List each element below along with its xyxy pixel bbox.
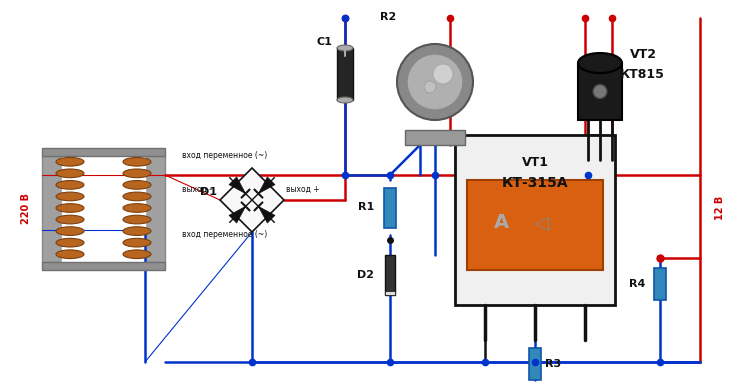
Ellipse shape bbox=[123, 181, 151, 189]
Polygon shape bbox=[259, 177, 275, 193]
Ellipse shape bbox=[56, 169, 84, 178]
Text: 220 B: 220 B bbox=[21, 193, 31, 223]
Bar bbox=[385, 255, 395, 295]
Ellipse shape bbox=[337, 97, 353, 103]
Text: R2: R2 bbox=[380, 12, 396, 22]
Bar bbox=[145, 156, 165, 262]
Bar bbox=[384, 188, 396, 227]
Text: A: A bbox=[493, 213, 509, 232]
Ellipse shape bbox=[56, 215, 84, 224]
Text: вход переменное (~): вход переменное (~) bbox=[182, 230, 268, 239]
Circle shape bbox=[397, 44, 473, 120]
Ellipse shape bbox=[56, 192, 84, 201]
Circle shape bbox=[433, 64, 453, 84]
Bar bbox=[62, 156, 145, 262]
Polygon shape bbox=[220, 168, 284, 232]
Text: D2: D2 bbox=[357, 270, 374, 280]
Text: 12 B: 12 B bbox=[715, 196, 725, 220]
Ellipse shape bbox=[56, 181, 84, 189]
Bar bbox=[529, 348, 541, 380]
Ellipse shape bbox=[123, 250, 151, 259]
Bar bbox=[337, 48, 353, 100]
Bar bbox=[42, 148, 165, 156]
Text: ◁: ◁ bbox=[534, 213, 549, 232]
Bar bbox=[578, 63, 622, 120]
Ellipse shape bbox=[123, 215, 151, 224]
Polygon shape bbox=[229, 177, 245, 193]
Text: КТ-315А: КТ-315А bbox=[502, 176, 568, 190]
Text: R1: R1 bbox=[358, 203, 374, 213]
Ellipse shape bbox=[56, 204, 84, 212]
Ellipse shape bbox=[56, 227, 84, 235]
Bar bbox=[654, 268, 666, 300]
Ellipse shape bbox=[123, 238, 151, 247]
Text: D1: D1 bbox=[200, 187, 217, 197]
Circle shape bbox=[424, 81, 436, 93]
Bar bbox=[455, 135, 615, 305]
Ellipse shape bbox=[56, 157, 84, 166]
Circle shape bbox=[407, 54, 463, 110]
Circle shape bbox=[593, 85, 607, 98]
Text: VT2: VT2 bbox=[630, 48, 657, 61]
Text: C1: C1 bbox=[317, 37, 333, 47]
Ellipse shape bbox=[123, 157, 151, 166]
Bar bbox=[42, 156, 62, 262]
Text: КТ815: КТ815 bbox=[620, 68, 665, 81]
Text: VT1: VT1 bbox=[522, 156, 548, 169]
Ellipse shape bbox=[56, 238, 84, 247]
Bar bbox=[405, 130, 465, 145]
Text: вход переменное (~): вход переменное (~) bbox=[182, 151, 268, 160]
Ellipse shape bbox=[578, 53, 622, 73]
Ellipse shape bbox=[123, 169, 151, 178]
Bar bbox=[42, 262, 165, 270]
Ellipse shape bbox=[123, 204, 151, 212]
Text: R4: R4 bbox=[628, 279, 645, 289]
Bar bbox=[385, 291, 395, 295]
Polygon shape bbox=[259, 207, 275, 223]
Ellipse shape bbox=[123, 192, 151, 201]
Bar bbox=[467, 180, 603, 270]
Text: R3: R3 bbox=[545, 359, 561, 369]
Polygon shape bbox=[229, 207, 245, 223]
Text: выход -: выход - bbox=[182, 185, 212, 194]
Ellipse shape bbox=[56, 250, 84, 259]
Text: выход +: выход + bbox=[286, 185, 320, 194]
Ellipse shape bbox=[123, 227, 151, 235]
Ellipse shape bbox=[337, 45, 353, 51]
